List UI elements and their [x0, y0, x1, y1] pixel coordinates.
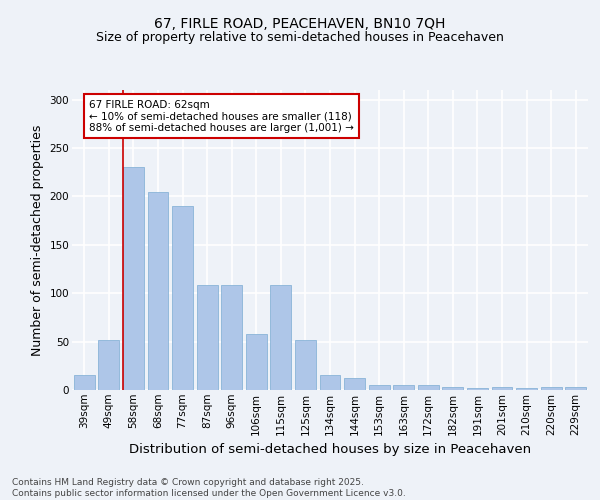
Bar — [98, 340, 119, 390]
Bar — [368, 385, 389, 390]
Bar — [393, 385, 414, 390]
Bar — [565, 387, 586, 390]
Bar — [123, 168, 144, 390]
Bar — [442, 387, 463, 390]
Bar — [516, 388, 537, 390]
Y-axis label: Number of semi-detached properties: Number of semi-detached properties — [31, 124, 44, 356]
Text: Size of property relative to semi-detached houses in Peacehaven: Size of property relative to semi-detach… — [96, 31, 504, 44]
Bar — [344, 378, 365, 390]
Bar — [491, 387, 512, 390]
Bar — [172, 206, 193, 390]
Bar — [541, 387, 562, 390]
Bar — [246, 334, 267, 390]
Text: Contains HM Land Registry data © Crown copyright and database right 2025.
Contai: Contains HM Land Registry data © Crown c… — [12, 478, 406, 498]
Text: 67, FIRLE ROAD, PEACEHAVEN, BN10 7QH: 67, FIRLE ROAD, PEACEHAVEN, BN10 7QH — [154, 18, 446, 32]
Bar — [271, 286, 292, 390]
Bar — [320, 376, 340, 390]
X-axis label: Distribution of semi-detached houses by size in Peacehaven: Distribution of semi-detached houses by … — [129, 443, 531, 456]
Text: 67 FIRLE ROAD: 62sqm
← 10% of semi-detached houses are smaller (118)
88% of semi: 67 FIRLE ROAD: 62sqm ← 10% of semi-detac… — [89, 100, 354, 133]
Bar — [74, 376, 95, 390]
Bar — [418, 385, 439, 390]
Bar — [467, 388, 488, 390]
Bar — [148, 192, 169, 390]
Bar — [295, 340, 316, 390]
Bar — [221, 286, 242, 390]
Bar — [197, 286, 218, 390]
